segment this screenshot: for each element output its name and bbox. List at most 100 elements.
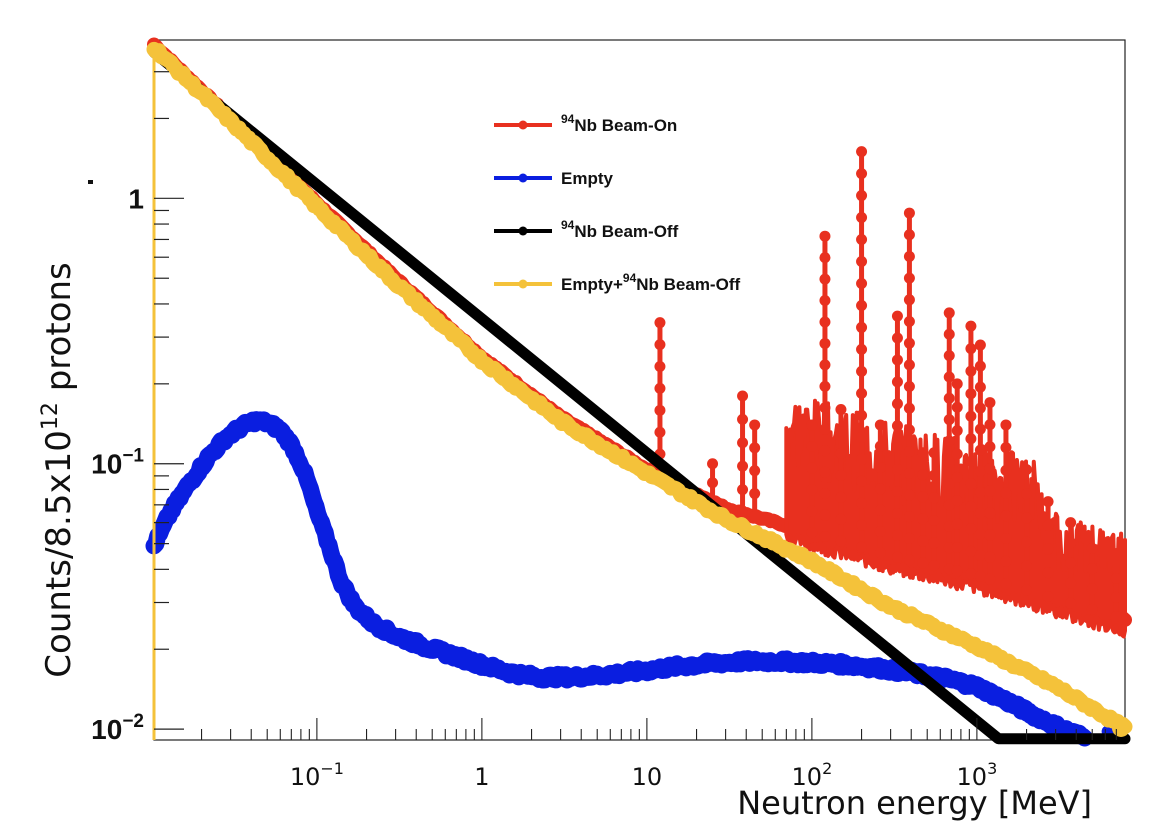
peak-10 (903, 207, 915, 566)
peak-marker (819, 295, 831, 307)
legend-label: 94Nb Beam-On (561, 112, 677, 135)
peak-marker (928, 469, 940, 481)
peak-marker (903, 402, 915, 414)
peak-marker (891, 442, 903, 454)
peak-marker (965, 568, 977, 580)
y-tick-exp: −2 (122, 711, 144, 732)
peak-7 (856, 146, 868, 553)
peak-marker (749, 510, 761, 522)
peak-15 (965, 320, 977, 580)
peak-marker (749, 488, 761, 500)
peak-marker (856, 387, 868, 399)
peak-marker (749, 419, 761, 431)
peak-marker (928, 514, 940, 526)
peak-marker (737, 460, 749, 472)
peak-marker (806, 484, 818, 496)
peak-marker (974, 507, 986, 519)
peak-marker (891, 398, 903, 410)
legend-label-main: Nb Beam-Off (574, 222, 678, 241)
peak-marker (835, 513, 847, 525)
peak-marker (737, 390, 749, 402)
peak-marker (806, 440, 818, 452)
peak-marker (974, 528, 986, 540)
peak-20 (1042, 496, 1054, 602)
legend: 94Nb Beam-On Empty 94Nb Beam-Off Empty+94Nb… (494, 112, 740, 294)
peak-marker (806, 462, 818, 474)
peak-marker (928, 492, 940, 504)
peak-marker (943, 435, 955, 447)
peak-11 (917, 447, 929, 569)
peak-6 (835, 404, 847, 547)
legend-swatch-marker (518, 173, 528, 183)
peak-marker (806, 419, 818, 431)
peak-marker (1021, 560, 1033, 572)
peak-marker (974, 423, 986, 435)
x-tick-label: 10 (632, 763, 663, 791)
series-layer (145, 37, 1133, 747)
peak-marker (1086, 563, 1098, 575)
peak-marker (917, 535, 929, 547)
series-line-empty-plus-nb-beam-off (146, 41, 1133, 735)
x-tick-base: 10 (290, 763, 321, 791)
legend-entry: 94Nb Beam-Off (494, 218, 679, 241)
peak-marker (1086, 542, 1098, 554)
x-tick-base: 10 (632, 763, 663, 791)
peak-marker (903, 229, 915, 241)
peak-marker (819, 509, 831, 521)
legend-label: Empty (561, 169, 614, 188)
peak-marker (984, 419, 996, 431)
peak-marker (951, 495, 963, 507)
peak-marker (1000, 555, 1012, 567)
peak-marker (1086, 603, 1098, 615)
stray-mark (88, 180, 93, 184)
peak-marker (874, 440, 886, 452)
peak-marker (1000, 442, 1012, 454)
peak-marker (965, 455, 977, 467)
peak-marker (943, 328, 955, 340)
peak-marker (856, 519, 868, 531)
peak-marker (1000, 532, 1012, 544)
x-tick-label: 1 (474, 763, 489, 791)
peak-marker (707, 477, 719, 489)
peak-marker (903, 446, 915, 458)
peak-marker (856, 541, 868, 553)
peak-marker (984, 529, 996, 541)
peak-marker (1065, 517, 1077, 529)
peak-marker (856, 453, 868, 465)
peak-marker (874, 419, 886, 431)
legend-swatch-marker (518, 120, 528, 130)
y-axis-ticks: 110−110−2 (91, 71, 184, 745)
peak-marker (1110, 572, 1122, 584)
peak-marker (928, 447, 940, 459)
x-tick-exp: −1 (320, 759, 344, 778)
peak-marker (806, 527, 818, 539)
peak-marker (903, 381, 915, 393)
peak-marker (819, 273, 831, 285)
peak-marker (917, 447, 929, 459)
peak-marker (891, 464, 903, 476)
x-tick-label: 102 (792, 759, 833, 791)
peak-marker (835, 535, 847, 547)
peak-marker (654, 426, 666, 438)
peak-marker (965, 365, 977, 377)
peak-marker (654, 404, 666, 416)
peak-marker (951, 541, 963, 553)
peak-marker (943, 307, 955, 319)
peak-marker (951, 448, 963, 460)
y-tick-base: 10 (91, 714, 122, 745)
peak-marker (917, 513, 929, 525)
x-axis-label: Neutron energy [MeV] (737, 784, 1092, 822)
peak-marker (874, 547, 886, 559)
legend-entry: 94Nb Beam-On (494, 112, 677, 135)
peak-marker (1042, 590, 1054, 602)
peak-marker (856, 234, 868, 246)
peak-13 (943, 307, 955, 575)
peak-marker (965, 500, 977, 512)
peak-marker (835, 425, 847, 437)
peak-marker (943, 456, 955, 468)
peak-marker (903, 489, 915, 501)
peak-marker (819, 423, 831, 435)
peak-marker (903, 294, 915, 306)
legend-entry: Empty+94Nb Beam-Off (494, 271, 740, 294)
peak-marker (819, 316, 831, 328)
